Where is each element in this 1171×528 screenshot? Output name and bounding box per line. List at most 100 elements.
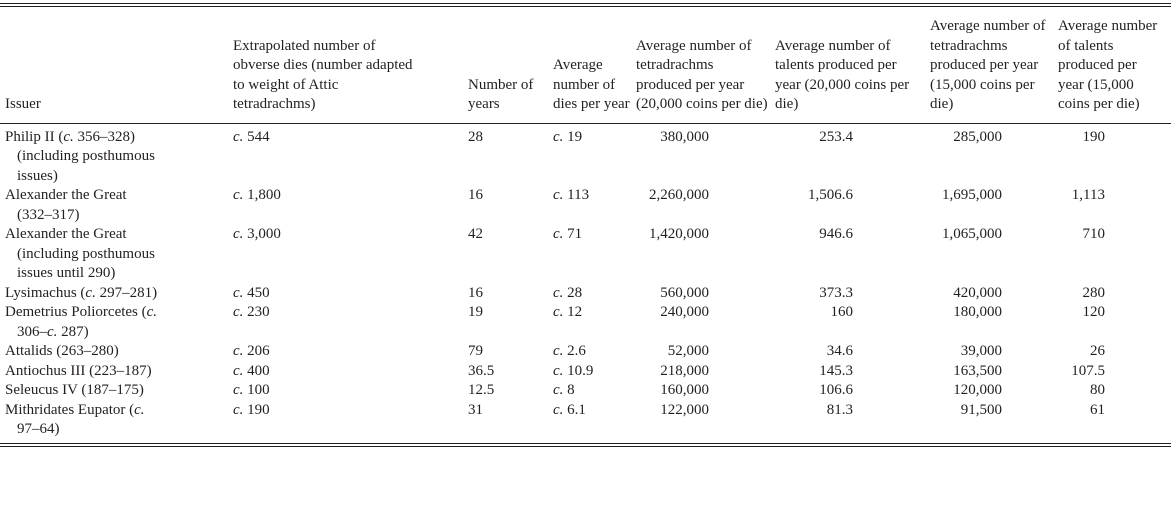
- data-cell: 12.5: [468, 382, 495, 398]
- data-cell: c. 100: [233, 382, 270, 398]
- data-cell: 120: [1082, 304, 1106, 320]
- issuer-text: Philip II (c. 356–328) (including posthu…: [5, 128, 155, 184]
- data-cell: c. 544: [233, 128, 270, 145]
- table-row: Demetrius Poliorcetes (c. 306–c. 287) c. …: [0, 303, 1171, 342]
- issuer-text: Attalids (263–280): [5, 343, 119, 359]
- data-cell: 240,000: [660, 304, 709, 320]
- data-cell: 52,000: [667, 343, 709, 359]
- issuer-cell: Mithridates Eupator (c. 97–64): [0, 401, 233, 445]
- data-cell: 79: [468, 343, 483, 359]
- data-cell: 122,000: [660, 401, 709, 418]
- table-row: Attalids (263–280) c. 206 79 c. 2.6 52,000 34…: [0, 342, 1171, 362]
- data-cell: 218,000: [660, 362, 709, 379]
- data-cell: c. 190: [233, 401, 270, 418]
- data-cell: 34.6: [826, 343, 853, 359]
- column-header: Issuer: [0, 5, 233, 124]
- issuer-cell: Antiochus III (223–187): [0, 362, 233, 382]
- data-cell: c. 6.1: [553, 401, 586, 418]
- table-row: Antiochus III (223–187) c. 400 36.5 c. 10.9…: [0, 362, 1171, 382]
- data-cell: c. 400: [233, 362, 270, 379]
- data-cell: c. 12: [553, 304, 583, 320]
- table-body: Philip II (c. 356–328) (including posthu…: [0, 123, 1171, 445]
- column-header: Number of years: [468, 5, 553, 124]
- table-container: Issuer Extrapolated number of obverse die…: [0, 3, 1171, 447]
- data-cell: 160: [830, 304, 854, 320]
- table-row: Lysimachus (c. 297–281) c. 450 16 c. 28 560,…: [0, 284, 1171, 304]
- data-table: Issuer Extrapolated number of obverse die…: [0, 3, 1171, 447]
- data-cell: 253.4: [819, 128, 853, 145]
- data-cell: 120,000: [953, 382, 1002, 398]
- data-cell: 16: [468, 284, 483, 301]
- data-cell: c. 71: [553, 226, 583, 242]
- data-cell: 180,000: [953, 304, 1002, 320]
- data-cell: 1,113: [1071, 187, 1105, 203]
- header-row: Issuer Extrapolated number of obverse die…: [0, 5, 1171, 124]
- data-cell: 946.6: [819, 226, 853, 242]
- data-cell: 285,000: [953, 128, 1002, 145]
- column-header: Average number of dies per year: [553, 5, 636, 124]
- issuer-text: Alexander the Great (including posthumou…: [5, 226, 155, 281]
- data-cell: 107.5: [1071, 362, 1105, 379]
- table-row: Mithridates Eupator (c. 97–64) c. 190 31 c.…: [0, 401, 1171, 445]
- issuer-cell: Seleucus IV (187–175): [0, 381, 233, 401]
- data-cell: 560,000: [660, 284, 709, 301]
- data-cell: 190: [1082, 128, 1106, 145]
- table-row: Alexander the Great (332–317) c. 1,800 16 c…: [0, 186, 1171, 225]
- data-cell: 42: [468, 226, 483, 242]
- column-header: Average number of talents produced per y…: [775, 5, 930, 124]
- data-cell: c. 2.6: [553, 343, 586, 359]
- data-cell: c. 28: [553, 284, 583, 301]
- data-cell: c. 206: [233, 343, 270, 359]
- issuer-cell: Demetrius Poliorcetes (c. 306–c. 287): [0, 303, 233, 342]
- data-cell: 26: [1090, 343, 1105, 359]
- data-cell: 163,500: [953, 362, 1002, 379]
- data-cell: 16: [468, 187, 483, 203]
- data-cell: 373.3: [819, 284, 853, 301]
- issuer-text: Seleucus IV (187–175): [5, 382, 144, 398]
- data-cell: 145.3: [819, 362, 853, 379]
- data-cell: c. 450: [233, 284, 270, 301]
- data-cell: 61: [1090, 401, 1105, 418]
- data-cell: 19: [468, 304, 483, 320]
- issuer-text: Alexander the Great (332–317): [5, 187, 127, 223]
- table-row: Philip II (c. 356–328) (including posthu…: [0, 123, 1171, 186]
- data-cell: c. 3,000: [233, 226, 281, 242]
- data-cell: 80: [1090, 382, 1105, 398]
- column-header: Average number of tetradrachms produced …: [636, 5, 775, 124]
- data-cell: 39,000: [960, 343, 1002, 359]
- data-cell: c. 230: [233, 304, 270, 320]
- data-cell: c. 8: [553, 382, 575, 398]
- data-cell: 31: [468, 401, 483, 418]
- issuer-text: Demetrius Poliorcetes (c. 306–c. 287): [5, 304, 158, 340]
- issuer-text: Mithridates Eupator (c. 97–64): [5, 401, 145, 438]
- data-cell: 2,260,000: [649, 187, 709, 203]
- issuer-cell: Attalids (263–280): [0, 342, 233, 362]
- issuer-cell: Philip II (c. 356–328) (including posthu…: [0, 123, 233, 186]
- column-header: Average number of tetradrachms produced …: [930, 5, 1058, 124]
- data-cell: 91,500: [960, 401, 1002, 418]
- issuer-cell: Alexander the Great (332–317): [0, 186, 233, 225]
- data-cell: 710: [1082, 226, 1106, 242]
- issuer-text: Lysimachus (c. 297–281): [5, 284, 158, 301]
- table-header: Issuer Extrapolated number of obverse die…: [0, 5, 1171, 124]
- table-row: Alexander the Great (including posthumou…: [0, 225, 1171, 284]
- data-cell: 420,000: [953, 284, 1002, 301]
- data-cell: 81.3: [826, 401, 853, 418]
- data-cell: 160,000: [660, 382, 709, 398]
- data-cell: 1,506.6: [808, 187, 853, 203]
- issuer-text: Antiochus III (223–187): [5, 362, 152, 379]
- data-cell: 106.6: [819, 382, 853, 398]
- data-cell: c. 113: [553, 187, 590, 203]
- data-cell: 1,065,000: [942, 226, 1002, 242]
- data-cell: 1,420,000: [649, 226, 709, 242]
- data-cell: 280: [1082, 284, 1106, 301]
- data-cell: c. 19: [553, 128, 583, 145]
- data-cell: 36.5: [468, 362, 495, 379]
- data-cell: c. 10.9: [553, 362, 594, 379]
- issuer-cell: Alexander the Great (including posthumou…: [0, 225, 233, 284]
- column-header: Average number of talents produced per y…: [1058, 5, 1171, 124]
- table-row: Seleucus IV (187–175) c. 100 12.5 c. 8 160,0…: [0, 381, 1171, 401]
- data-cell: 28: [468, 128, 483, 145]
- data-cell: c. 1,800: [233, 187, 281, 203]
